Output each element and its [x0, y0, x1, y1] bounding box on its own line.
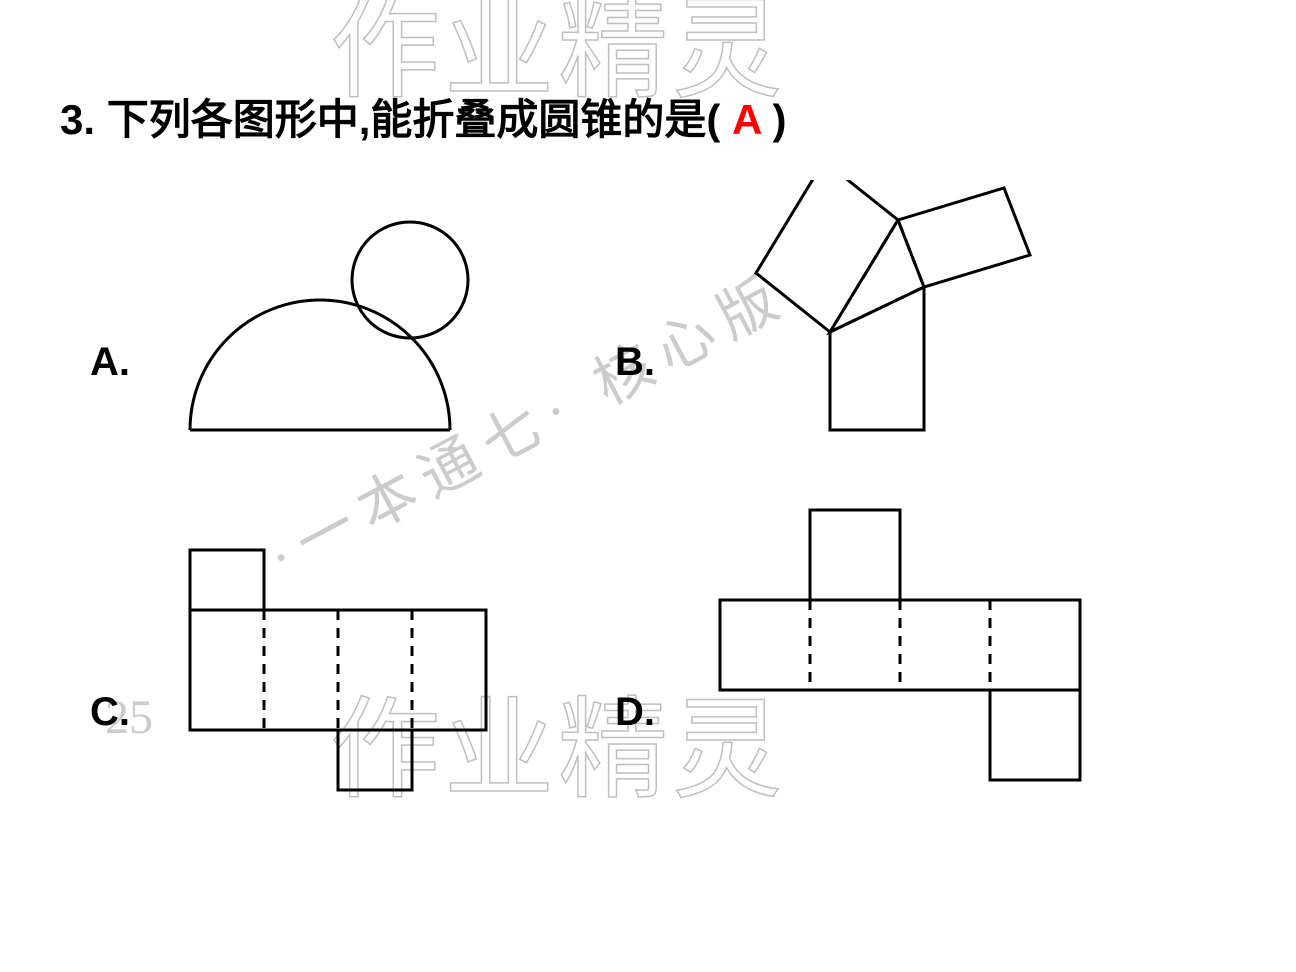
figure-c-top: [190, 550, 264, 610]
figure-b-square-right: [898, 188, 1030, 287]
option-label-a: A.: [90, 340, 130, 385]
figure-d-bottom: [990, 690, 1080, 780]
option-a-text: A.: [90, 340, 130, 384]
figure-b: [700, 180, 1080, 450]
figure-c: [170, 540, 510, 800]
option-c-text: C.: [90, 690, 130, 734]
option-label-d: D.: [615, 690, 655, 735]
figure-d-top: [810, 510, 900, 600]
question-text-after: ): [772, 96, 786, 143]
question-line: 3. 下列各图形中,能折叠成圆锥的是( A ): [60, 86, 786, 147]
figure-a: [170, 200, 490, 450]
option-label-c: C.: [90, 690, 130, 735]
figure-a-circle: [352, 222, 468, 338]
figure-d: [700, 500, 1120, 800]
figure-c-bottom: [338, 730, 412, 790]
question-answer: A: [732, 96, 761, 143]
figure-b-triangle: [830, 220, 924, 332]
figure-a-semicircle: [190, 300, 450, 430]
option-d-text: D.: [615, 690, 655, 734]
option-label-b: B.: [615, 340, 655, 385]
question-number: 3.: [60, 96, 95, 143]
question-text: 下列各图形中,能折叠成圆锥的是(: [107, 96, 721, 143]
option-b-text: B.: [615, 340, 655, 384]
